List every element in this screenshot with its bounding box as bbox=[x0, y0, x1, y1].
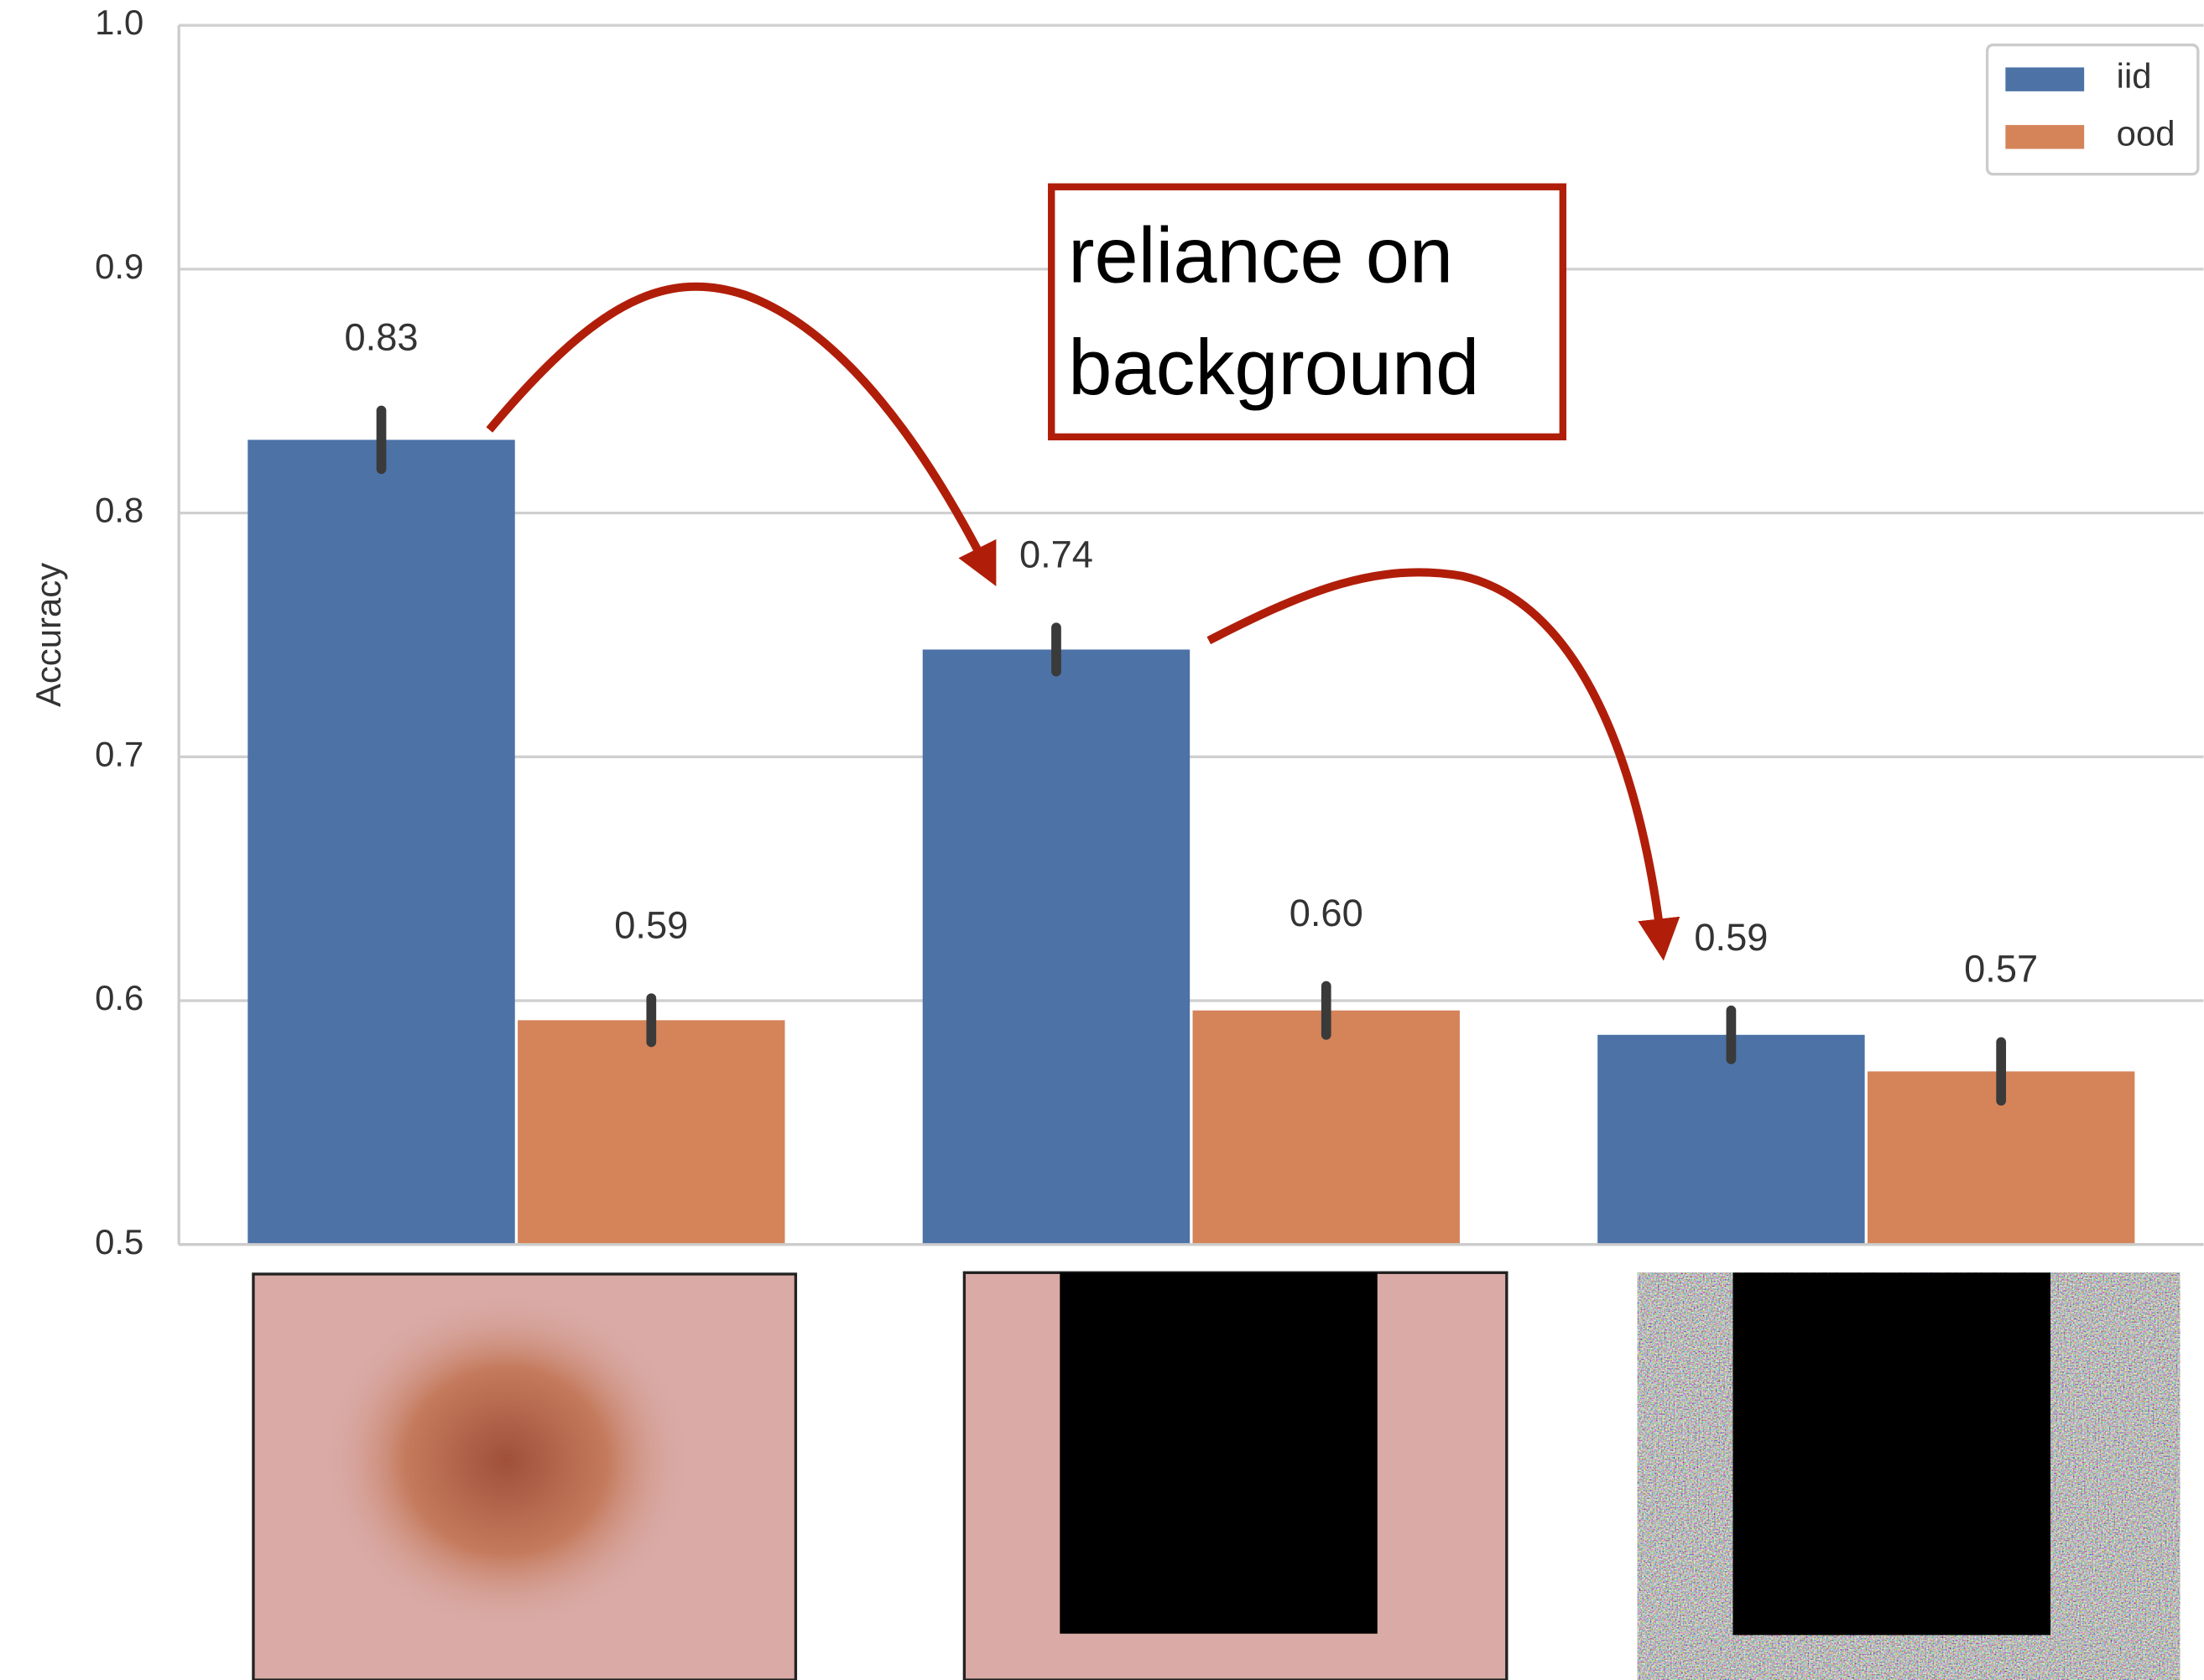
value-label: 0.83 bbox=[345, 316, 419, 359]
legend: iid ood bbox=[1988, 45, 2198, 174]
value-label: 0.74 bbox=[1019, 533, 1093, 575]
y-tick-label: 0.6 bbox=[95, 978, 143, 1017]
y-tick-label: 0.8 bbox=[95, 491, 143, 530]
legend-swatch bbox=[2005, 67, 2084, 91]
y-tick-label: 0.5 bbox=[95, 1222, 143, 1261]
value-label: 0.59 bbox=[614, 903, 688, 946]
bar bbox=[247, 440, 514, 1244]
bars: 0.83 0.74 0.59 0.59 0.60 0.57 bbox=[247, 316, 2134, 1245]
y-tick-label: 0.9 bbox=[95, 247, 143, 286]
legend-label: ood bbox=[2117, 114, 2175, 153]
bar bbox=[923, 649, 1190, 1244]
bar bbox=[1597, 1035, 1864, 1245]
y-axis-label: Accuracy bbox=[29, 563, 68, 707]
arrow bbox=[1209, 572, 1663, 952]
value-label: 0.60 bbox=[1290, 892, 1363, 934]
annotation: reliance on bbox=[1068, 211, 1453, 299]
lesion bbox=[324, 1293, 689, 1630]
legend-box bbox=[1988, 45, 2198, 174]
bar bbox=[518, 1020, 784, 1244]
y-tick-label: 1.0 bbox=[95, 3, 143, 42]
y-tick-label: 0.7 bbox=[95, 734, 143, 773]
mask bbox=[1732, 1272, 2050, 1635]
arrow bbox=[489, 287, 993, 579]
mask bbox=[1060, 1272, 1377, 1633]
value-label: 0.59 bbox=[1694, 916, 1768, 959]
bar bbox=[1193, 1011, 1460, 1245]
page: {"chart_data": { "type": "bar", "ylabel"… bbox=[0, 0, 2204, 1680]
annotation: background bbox=[1068, 323, 1479, 411]
legend-label: iid bbox=[2117, 56, 2152, 96]
value-label: 0.57 bbox=[1964, 948, 2038, 991]
example-images bbox=[253, 1272, 2180, 1680]
chart: 0.50.60.70.80.91.0 0.830.740.590.590.600… bbox=[0, 0, 2204, 1680]
legend-swatch bbox=[2005, 125, 2084, 148]
